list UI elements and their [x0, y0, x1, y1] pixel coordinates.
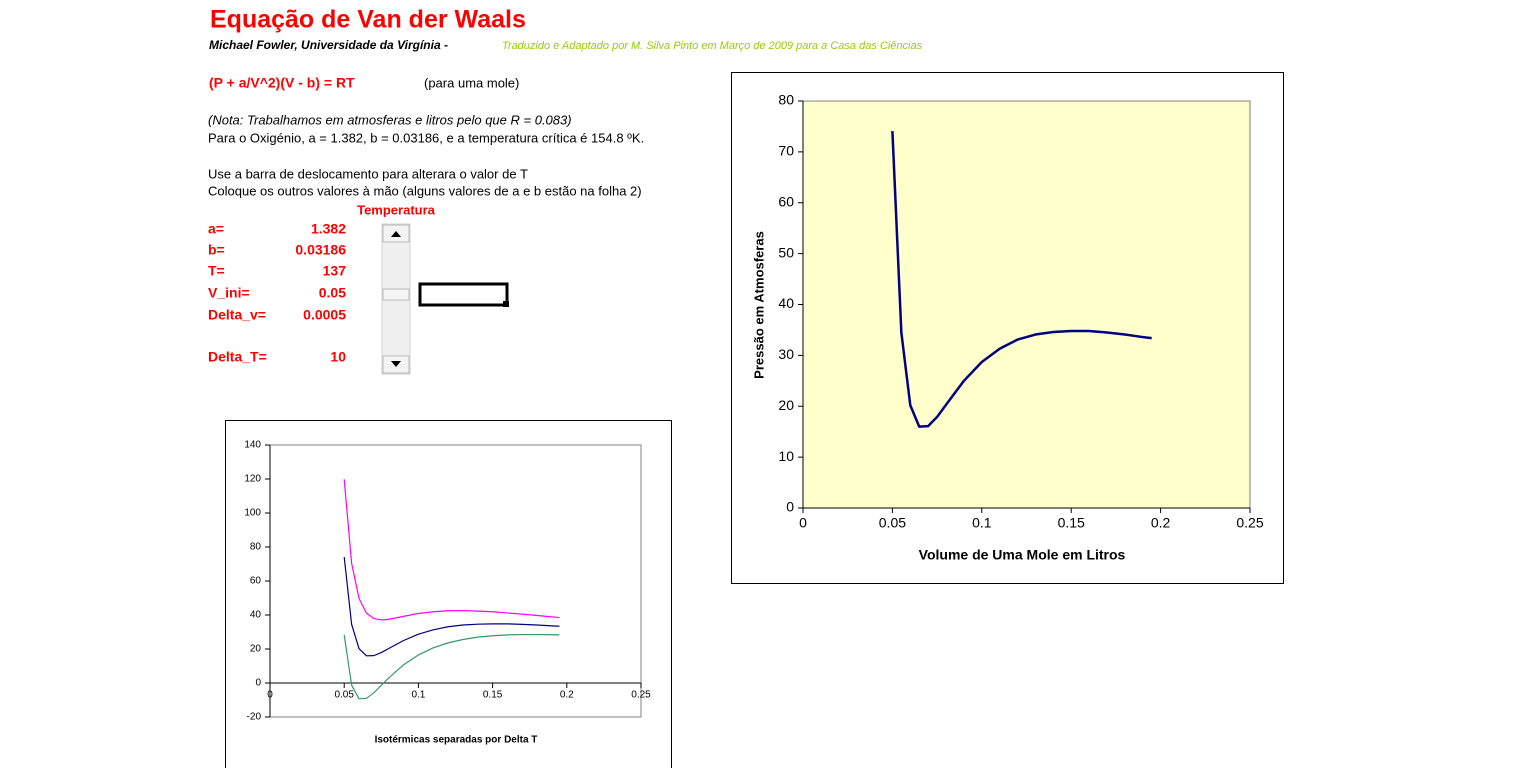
x-tick-label: 0.1: [972, 515, 992, 531]
parameter-label: T=: [208, 263, 225, 279]
y-tick-label: 20: [250, 644, 262, 655]
parameter-value: 1.382: [311, 221, 346, 237]
translation: Traduzido e Adaptado por M. Silva Pinto …: [502, 40, 923, 52]
parameter-label: Delta_v=: [208, 307, 266, 323]
formula-note: (para uma mole): [424, 75, 519, 90]
x-tick-label: 0.05: [334, 690, 354, 701]
x-tick-label: 0.15: [1058, 515, 1085, 531]
x-tick-label: 0.25: [1236, 515, 1263, 531]
y-tick-label: 0: [786, 499, 794, 515]
y-tick-label: 50: [778, 244, 794, 260]
x-tick-label: 0.25: [631, 690, 651, 701]
y-tick-label: 10: [778, 448, 794, 464]
note: (Nota: Trabalhamos em atmosferas e litro…: [208, 112, 572, 127]
series-line: [891, 130, 1152, 428]
y-tick-label: 80: [250, 542, 262, 553]
parameter-label: b=: [208, 242, 225, 258]
plot-area: [802, 100, 1251, 509]
arrow-down: [391, 361, 401, 367]
scroll-thumb[interactable]: [382, 288, 410, 301]
parameter-value: 10: [330, 349, 346, 365]
y-tick-label: 20: [778, 397, 794, 413]
y-tick-label: 40: [250, 610, 262, 621]
x-axis-title: Isotérmicas separadas por Delta T: [375, 735, 538, 746]
y-tick-label: 70: [778, 143, 794, 159]
scrollbar[interactable]: [381, 223, 411, 375]
x-axis-title: Volume de Uma Mole em Litros: [919, 547, 1126, 563]
author: Michael Fowler, Universidade da Virgínia…: [209, 38, 448, 52]
parameter-value: 137: [323, 263, 347, 279]
y-tick-label: -20: [247, 712, 262, 723]
series-line: [343, 479, 560, 621]
note: Para o Oxigénio, a = 1.382, b = 0.03186,…: [208, 130, 644, 145]
note: Coloque os outros valores à mão (alguns …: [208, 183, 642, 198]
parameter-label: V_ini=: [208, 285, 250, 301]
series-line: [343, 556, 560, 657]
selected-cell[interactable]: [418, 282, 509, 307]
parameter-value: 0.0005: [303, 307, 346, 323]
formula: (P + a/V^2)(V - b) = RT: [209, 75, 355, 91]
y-tick-label: 120: [244, 474, 261, 485]
parameter-value: 0.03186: [295, 242, 346, 258]
y-tick-label: 30: [778, 346, 794, 362]
x-tick-label: 0.15: [483, 690, 503, 701]
y-tick-label: 40: [778, 295, 794, 311]
fill-handle[interactable]: [503, 301, 509, 307]
y-tick-label: 60: [250, 576, 262, 587]
parameter-value: 0.05: [319, 285, 346, 301]
note: Use a barra de deslocamento para alterar…: [208, 166, 528, 181]
arrow-up: [391, 231, 401, 237]
chart: -20 0 20 40 60 80 100 120 140 0 0.05 0.1 0.15 0.2 0.25: [244, 440, 651, 723]
x-tick-label: 0.05: [879, 515, 906, 531]
x-tick-label: 0.2: [1151, 515, 1171, 531]
parameters: a= 1.382 b= 0.03186 T= 137 V_ini= 0.05 Delta_v= 0…: [208, 221, 346, 365]
chart: 0 10 20 30 40 50 60 70 80 0 0.05 0.1 0.15 0.2 0.25: [778, 92, 1263, 531]
parameter-label: Delta_T=: [208, 349, 267, 365]
y-tick-label: 100: [244, 508, 261, 519]
x-tick-label: 0.1: [411, 690, 425, 701]
parameters-heading: Temperatura: [357, 202, 436, 217]
y-tick-label: 140: [244, 440, 261, 451]
x-tick-label: 0: [267, 690, 273, 701]
y-axis-title: Pressão em Atmosferas: [751, 231, 766, 379]
y-tick-label: 0: [255, 678, 261, 689]
parameter-label: a=: [208, 221, 224, 237]
series-line: [343, 633, 560, 700]
plot-area: [269, 444, 642, 718]
x-tick-label: 0.2: [560, 690, 574, 701]
y-tick-label: 80: [778, 92, 794, 108]
title: Equação de Van der Waals: [210, 6, 526, 34]
x-tick-label: 0: [799, 515, 807, 531]
y-tick-label: 60: [778, 193, 794, 209]
